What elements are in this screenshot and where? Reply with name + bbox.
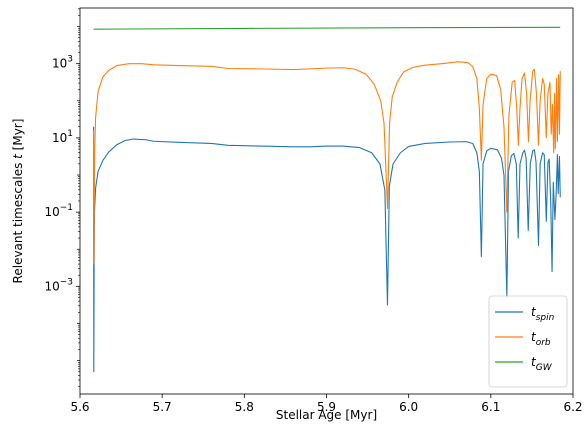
x-tick-label: 6.2 xyxy=(563,400,582,414)
y-axis-label-suffix: [Myr] xyxy=(11,119,25,155)
y-tick-label: 10−3 xyxy=(44,277,73,293)
legend-label: tspin xyxy=(531,305,555,323)
x-tick-label: 6.1 xyxy=(481,400,500,414)
y-tick-label: 103 xyxy=(52,55,73,71)
x-tick-label: 6.0 xyxy=(399,400,418,414)
y-axis-label-var: t xyxy=(11,153,25,159)
y-axis-label-prefix: Relevant timescales xyxy=(11,159,25,284)
x-tick-label: 5.7 xyxy=(153,400,172,414)
x-axis: 5.6 5.7 5.8 5.9 6.0 6.1 6.2 xyxy=(70,394,583,414)
y-tick-label: 10−1 xyxy=(44,203,73,219)
legend: tspin torb tGW xyxy=(488,295,568,388)
y-axis-label: Relevant timescales t [Myr] xyxy=(11,119,25,284)
legend-box xyxy=(488,295,568,388)
x-axis-label: Stellar Age [Myr] xyxy=(276,408,377,422)
legend-label: tGW xyxy=(531,355,553,373)
series-line-t-spin xyxy=(93,126,561,373)
x-tick-label: 5.8 xyxy=(235,400,254,414)
y-tick-label: 101 xyxy=(52,129,73,145)
series-line-t-gw xyxy=(93,26,561,30)
series-layer xyxy=(93,26,561,373)
legend-label: torb xyxy=(531,330,551,348)
x-tick-label: 5.6 xyxy=(70,400,89,414)
x-tick-label: 5.9 xyxy=(317,400,336,414)
series-line-t-orb xyxy=(93,61,561,265)
y-axis: 10−3 10−1 101 103 xyxy=(44,8,80,387)
